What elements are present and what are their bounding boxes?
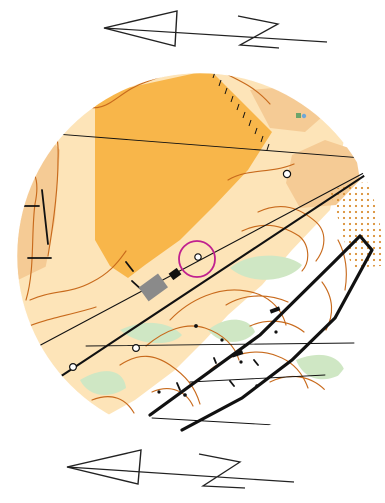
- boulder-icon: [282, 169, 292, 179]
- building-icon: [168, 267, 182, 281]
- contour-line: [269, 375, 326, 391]
- building-icon: [138, 273, 168, 302]
- buildings: [138, 267, 281, 358]
- contour-line: [145, 325, 240, 361]
- contour-line: [79, 73, 191, 109]
- road-icon: [23, 158, 383, 402]
- contour-line: [29, 250, 127, 301]
- boulder-icon: [132, 344, 141, 353]
- contour-line: [91, 396, 135, 414]
- contour-line: [337, 239, 347, 291]
- road-icon: [189, 374, 326, 383]
- road-icon: [17, 129, 383, 161]
- fence-icon: [176, 382, 181, 391]
- fence-icon: [213, 357, 217, 364]
- contour-line: [257, 206, 325, 262]
- light-rough-area: [18, 232, 120, 335]
- contour-line: [249, 320, 305, 333]
- boulders: [68, 169, 292, 372]
- road-icon: [34, 159, 383, 349]
- contour-line: [217, 73, 271, 105]
- north-arrow-icon: [66, 449, 295, 489]
- boundary-ticks: [212, 73, 270, 151]
- green-vegetation: [230, 255, 302, 280]
- green-vegetation: [208, 319, 255, 342]
- fence-icon: [253, 359, 259, 366]
- control-circle-icon: [178, 240, 216, 278]
- fence-icon: [229, 380, 235, 387]
- black-dots: [157, 324, 278, 397]
- building-icon: [269, 306, 281, 314]
- water-feature-icon: [301, 113, 307, 119]
- contour-line: [151, 388, 194, 407]
- vegetation-feature-icon: [296, 113, 301, 118]
- rough-open-area: [17, 130, 60, 330]
- north-arrow-icon: [103, 10, 328, 49]
- map-border: [16, 72, 384, 440]
- boulder-icon: [194, 253, 202, 261]
- boulder-icon: [68, 363, 77, 372]
- green-vegetation: [80, 371, 126, 395]
- contour-line: [241, 224, 309, 272]
- light-rough-area: [17, 73, 350, 439]
- green-vegetation: [296, 354, 345, 380]
- contour-line: [227, 163, 295, 181]
- fence-icon: [125, 261, 134, 272]
- open-field: [95, 73, 272, 278]
- road-icon: [151, 417, 293, 427]
- building-icon: [231, 350, 244, 358]
- contour-line: [225, 295, 289, 306]
- fence-icon: [41, 189, 49, 245]
- fences: [18, 189, 259, 391]
- contour-line: [119, 355, 201, 405]
